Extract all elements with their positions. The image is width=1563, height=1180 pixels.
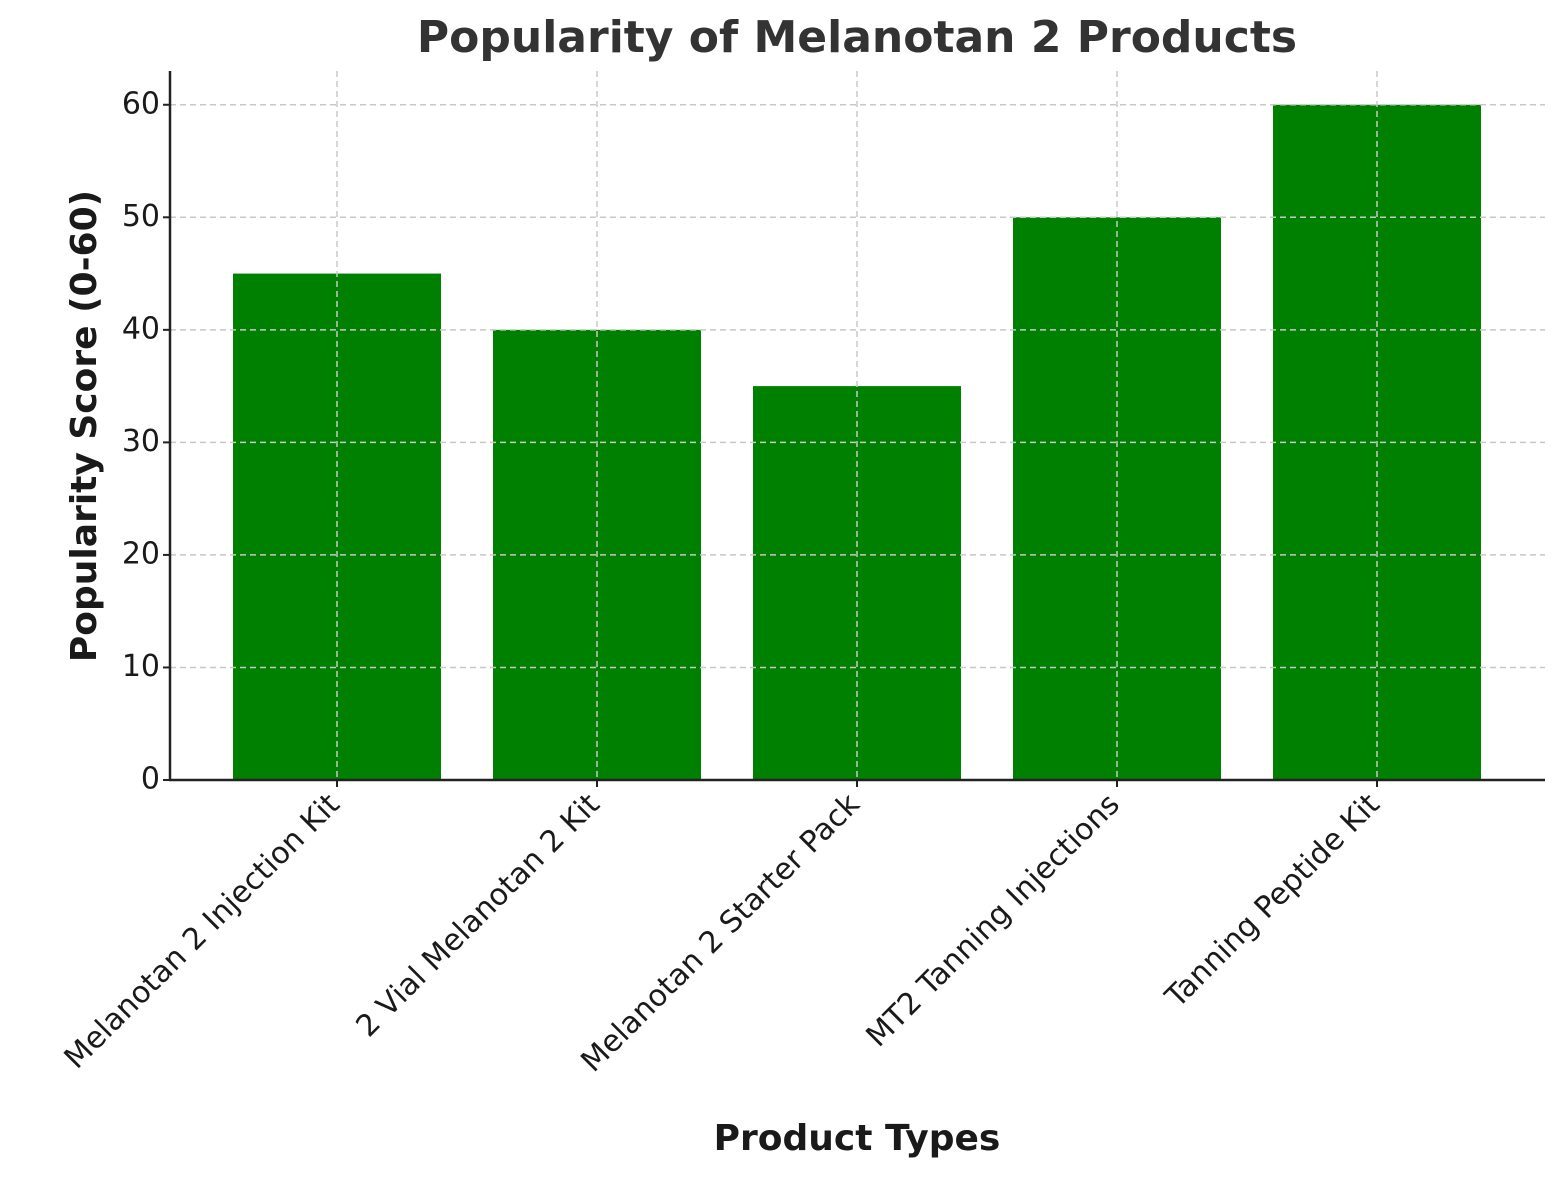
- x-tick-label: MT2 Tanning Injections: [860, 787, 1127, 1054]
- y-tick-label: 60: [122, 86, 160, 121]
- x-axis-label: Product Types: [714, 1118, 1001, 1159]
- y-tick-label: 30: [122, 424, 160, 459]
- y-tick-label: 50: [122, 199, 160, 234]
- y-tick-label: 40: [122, 311, 160, 346]
- x-tick-label: Melanotan 2 Starter Pack: [574, 786, 867, 1079]
- x-tick-label: Melanotan 2 Injection Kit: [58, 787, 347, 1076]
- y-tick-label: 20: [122, 536, 160, 571]
- y-axis-label: Popularity Score (0-60): [64, 190, 105, 662]
- chart-title: Popularity of Melanotan 2 Products: [417, 12, 1297, 63]
- y-tick-label: 0: [141, 762, 160, 797]
- x-tick-label: 2 Vial Melanotan 2 Kit: [350, 787, 607, 1044]
- y-tick-label: 10: [122, 649, 160, 684]
- x-tick-label: Tanning Peptide Kit: [1158, 787, 1387, 1016]
